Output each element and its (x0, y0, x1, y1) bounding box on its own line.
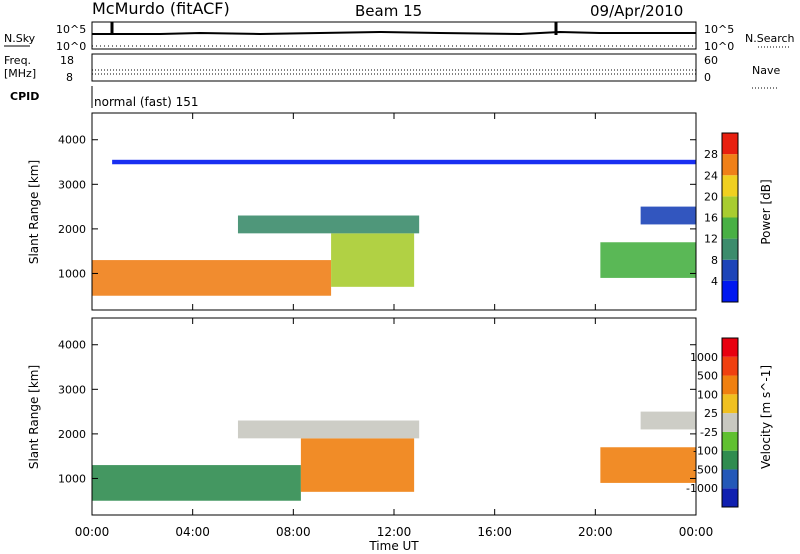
colorbar-tick-label: 24 (704, 169, 718, 182)
nsearch-tick-top: 10^5 (704, 23, 734, 36)
x-tick-label: 00:00 (75, 525, 110, 539)
colorbar-swatch (722, 196, 738, 218)
colorbar-tick-label: 8 (711, 254, 718, 267)
colorbar-swatch (722, 450, 738, 470)
power-panel: 1000 2000 3000 4000 Slant Range [km] 4 8 12 16… (27, 112, 773, 311)
nave-tick-top: 60 (704, 54, 718, 67)
colorbar-swatch (722, 394, 738, 414)
y-tick-label: 3000 (58, 383, 86, 396)
freq-tick-bottom: 8 (66, 71, 73, 84)
velocity-colorbar: 1000 500 100 25 -25 -100 -500 -1000 (686, 337, 739, 508)
colorbar-swatch (722, 431, 738, 451)
x-tick-label: 16:00 (477, 525, 512, 539)
nsky-tick-bottom: 10^0 (56, 40, 86, 53)
echo-region-evening-echo (600, 242, 696, 278)
colorbar-tick-label: 25 (704, 407, 718, 420)
colorbar-swatch (722, 259, 738, 281)
colorbar-swatch (722, 469, 738, 489)
colorbar-swatch (722, 338, 738, 357)
colorbar-swatch (722, 413, 738, 432)
colorbar-swatch (722, 217, 738, 239)
nave-label: Nave (752, 64, 780, 77)
colorbar-tick-label: -25 (700, 426, 718, 439)
colorbar-swatch (722, 280, 738, 302)
freq-label-2: [MHz] (4, 67, 36, 80)
colorbar-tick-label: 12 (704, 233, 718, 246)
colorbar-tick-label: 100 (697, 388, 718, 401)
time-axis-label: Time UT (368, 539, 419, 553)
nsky-trace (92, 30, 696, 36)
cpid-value: normal (fast) 151 (94, 95, 198, 109)
colorbar-swatch (722, 488, 738, 507)
colorbar-tick-label: 500 (697, 370, 718, 383)
colorbar-tick-label: 20 (704, 190, 718, 203)
x-tick-label: 12:00 (377, 525, 412, 539)
nsearch-tick-bottom: 10^0 (704, 40, 734, 53)
x-tick-label: 00:00 (679, 525, 714, 539)
colorbar-swatch (722, 375, 738, 395)
echo-region-main-echo-mid (331, 233, 415, 287)
nave-tick-bottom: 0 (704, 71, 711, 84)
colorbar-tick-label: 16 (704, 212, 718, 225)
echo-region-main-echo-mid (300, 438, 415, 492)
echo-region-evening-upper (640, 206, 696, 225)
station-title: McMurdo (fitACF) (92, 0, 230, 18)
y-tick-label: 1000 (58, 472, 86, 485)
colorbar-tick-label: 28 (704, 148, 718, 161)
y-tick-label: 3000 (58, 178, 86, 191)
echo-region-main-echo-low (92, 260, 332, 296)
colorbar-swatch (722, 133, 738, 155)
nsky-panel (91, 21, 697, 50)
x-tick-label: 04:00 (175, 525, 210, 539)
power-colorbar-label: Power [dB] (759, 179, 773, 244)
date-title: 09/Apr/2010 (590, 2, 683, 20)
echo-region-upper-band (237, 215, 420, 234)
colorbar-tick-label: -500 (693, 463, 718, 476)
velocity-data (92, 411, 696, 501)
echo-region-evening-upper (640, 411, 696, 430)
colorbar-tick-label: -1000 (686, 482, 718, 495)
colorbar-swatch (722, 238, 738, 260)
x-tick-label: 20:00 (578, 525, 613, 539)
colorbar-swatch (722, 154, 738, 176)
freq-tick-top: 18 (60, 54, 74, 67)
colorbar-frame (721, 337, 739, 508)
echo-region-upper-band (237, 420, 420, 439)
colorbar-tick-label: 1000 (690, 351, 718, 364)
velocity-y-ticks: 1000 2000 3000 4000 (58, 339, 696, 485)
power-data (92, 159, 696, 296)
velocity-panel: 1000 2000 3000 4000 Slant Range [km] 1000 50… (27, 317, 773, 516)
power-ylabel: Slant Range [km] (27, 160, 41, 264)
colorbar-swatch (722, 175, 738, 197)
y-tick-label: 2000 (58, 223, 86, 236)
colorbar-swatch (722, 356, 738, 376)
echo-region-main-echo-low (92, 465, 301, 501)
nsky-tick-top: 10^5 (56, 23, 86, 36)
beam-title: Beam 15 (355, 2, 422, 20)
cpid-label: CPID (10, 90, 39, 103)
power-y-ticks: 1000 2000 3000 4000 (58, 134, 696, 280)
y-tick-label: 4000 (58, 134, 86, 147)
power-colorbar: 4 8 12 16 20 24 28 (704, 132, 739, 303)
velocity-ylabel: Slant Range [km] (27, 365, 41, 469)
freq-label-1: Freq. (4, 54, 31, 67)
colorbar-tick-label: -100 (693, 445, 718, 458)
time-axis: 00:00 04:00 08:00 12:00 16:00 20:00 00:00 (75, 113, 714, 539)
y-tick-label: 4000 (58, 339, 86, 352)
y-tick-label: 2000 (58, 428, 86, 441)
x-tick-label: 08:00 (276, 525, 311, 539)
echo-region-evening-echo (600, 447, 696, 483)
y-tick-label: 1000 (58, 267, 86, 280)
freq-panel (91, 53, 697, 82)
colorbar-tick-label: 4 (711, 275, 718, 288)
nsky-label: N.Sky (4, 32, 36, 45)
velocity-colorbar-label: Velocity [m s^-1] (759, 365, 773, 469)
colorbar-frame (721, 132, 739, 303)
nsearch-label: N.Search (745, 32, 795, 45)
echo-region-high-range-band (112, 159, 696, 165)
